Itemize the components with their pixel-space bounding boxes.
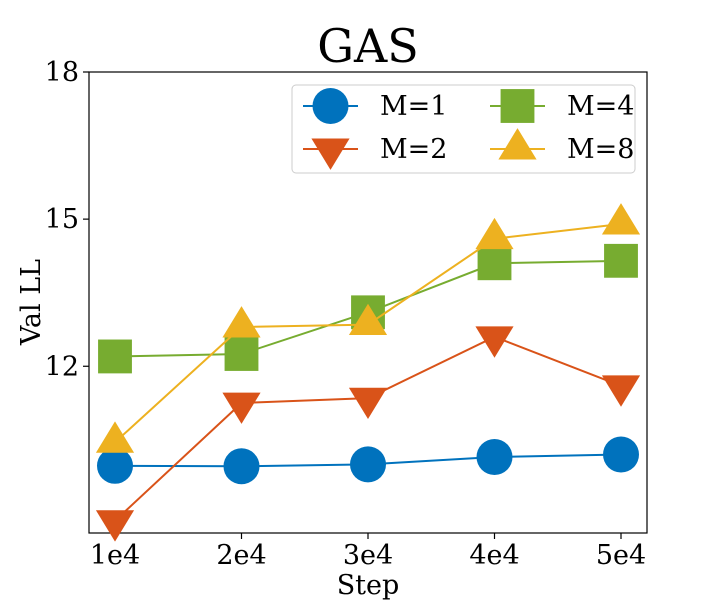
y-axis-label: Val LL xyxy=(16,259,47,346)
x-axis-label: Step xyxy=(337,570,400,600)
legend-marker xyxy=(311,138,350,170)
x-tick-label: 1e4 xyxy=(90,540,140,571)
axes: 12 15 18 1e4 2e4 3e4 4e4 5e4 xyxy=(45,57,648,571)
legend-label: M=1 xyxy=(380,91,447,122)
data-point xyxy=(603,436,639,473)
legend-label: M=2 xyxy=(380,134,447,165)
series-m-8 xyxy=(95,203,641,453)
data-point xyxy=(601,375,641,407)
data-point xyxy=(97,447,133,484)
data-point xyxy=(222,392,261,424)
data-point xyxy=(95,421,135,453)
data-point xyxy=(224,337,259,371)
x-tick-label: 4e4 xyxy=(469,540,519,571)
x-tick-label: 3e4 xyxy=(343,540,393,571)
data-point xyxy=(350,446,386,483)
data-point xyxy=(476,438,513,475)
data-point xyxy=(477,246,512,281)
legend-marker xyxy=(500,89,535,123)
legend-label: M=8 xyxy=(567,134,634,165)
series-line xyxy=(114,335,622,522)
series-m-1 xyxy=(97,436,639,485)
series-group xyxy=(95,203,641,542)
legend-marker xyxy=(312,88,349,124)
y-tick-label: 12 xyxy=(45,351,79,382)
data-point xyxy=(223,448,260,485)
y-tick-label: 15 xyxy=(45,204,79,235)
legend-box xyxy=(291,84,636,174)
data-point xyxy=(222,306,261,338)
legend-entry: M=1 xyxy=(303,88,447,124)
legend-entry: M=4 xyxy=(490,89,634,123)
legend: M=1 M=2 M=4 M=8 xyxy=(291,84,636,174)
data-point xyxy=(604,243,638,278)
series-m-2 xyxy=(95,326,641,542)
data-point xyxy=(98,339,132,374)
data-point xyxy=(95,510,135,542)
legend-label: M=4 xyxy=(567,91,634,122)
legend-entry: M=2 xyxy=(303,134,447,170)
data-point xyxy=(348,303,388,336)
data-point xyxy=(475,217,514,250)
data-point xyxy=(475,326,514,358)
x-tick-label: 2e4 xyxy=(216,540,266,571)
series-m-4 xyxy=(98,243,638,374)
chart-title: GAS xyxy=(317,19,418,73)
x-tick-label: 5e4 xyxy=(596,540,646,571)
data-point xyxy=(601,203,641,235)
y-tick-label: 18 xyxy=(45,57,79,88)
data-point xyxy=(348,387,388,420)
legend-marker xyxy=(498,128,537,160)
legend-entry: M=8 xyxy=(490,128,634,165)
